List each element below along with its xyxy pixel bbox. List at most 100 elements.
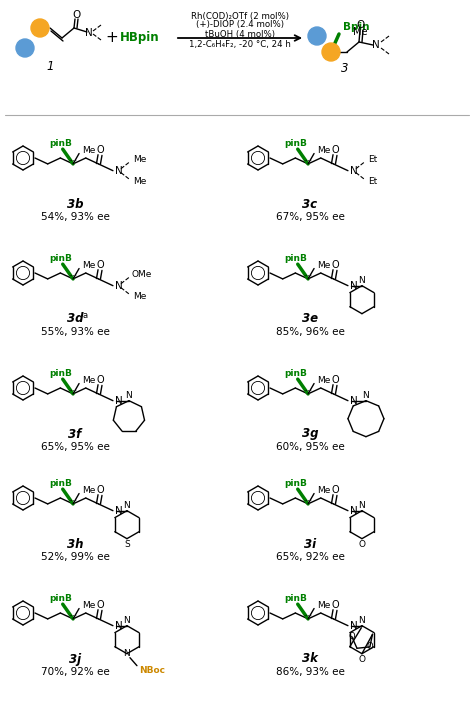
Text: Me: Me — [133, 155, 146, 164]
Text: Me: Me — [353, 27, 367, 37]
Text: O: O — [358, 540, 365, 549]
Text: Me: Me — [317, 146, 330, 155]
Text: N: N — [363, 390, 369, 400]
Text: pinB: pinB — [49, 369, 72, 378]
Text: 1,2-C₆H₄F₂, -20 °C, 24 h: 1,2-C₆H₄F₂, -20 °C, 24 h — [189, 41, 291, 50]
Text: N: N — [350, 395, 358, 406]
Text: a: a — [82, 311, 88, 320]
Text: (+)-DIOP (2.4 mol%): (+)-DIOP (2.4 mol%) — [196, 20, 284, 29]
Text: O: O — [331, 485, 339, 495]
Text: HBpin: HBpin — [120, 32, 160, 44]
Text: O: O — [331, 145, 339, 155]
Text: 3j: 3j — [69, 653, 81, 665]
Text: ···: ··· — [327, 44, 334, 53]
Text: Me: Me — [133, 292, 146, 301]
Text: Me: Me — [82, 486, 95, 495]
Text: ····: ···· — [303, 158, 312, 164]
Text: O: O — [348, 632, 355, 641]
Text: 3k: 3k — [302, 653, 318, 665]
Text: O: O — [331, 375, 339, 385]
Text: ····: ···· — [69, 158, 78, 164]
Text: N: N — [115, 280, 123, 291]
Text: N: N — [126, 390, 132, 400]
Text: O: O — [358, 655, 365, 664]
Text: 60%, 95% ee: 60%, 95% ee — [275, 442, 345, 452]
Text: 3b: 3b — [67, 198, 83, 210]
Text: 3: 3 — [341, 62, 349, 74]
Text: pinB: pinB — [284, 479, 307, 488]
Text: ····: ···· — [69, 273, 78, 279]
Text: Et: Et — [368, 177, 377, 186]
Text: Me: Me — [317, 376, 330, 385]
Text: O: O — [96, 375, 104, 385]
Text: O: O — [96, 260, 104, 270]
Text: 85%, 96% ee: 85%, 96% ee — [275, 327, 345, 337]
Text: 3f: 3f — [68, 428, 82, 440]
Text: Me: Me — [82, 146, 95, 155]
Text: 3d: 3d — [67, 313, 83, 325]
Text: +: + — [106, 31, 118, 46]
Circle shape — [16, 39, 34, 57]
Text: ····: ···· — [69, 388, 78, 394]
Text: N: N — [115, 165, 123, 176]
Text: pinB: pinB — [49, 254, 72, 263]
Text: O: O — [331, 260, 339, 270]
Circle shape — [31, 19, 49, 37]
Text: pinB: pinB — [284, 594, 307, 603]
Text: pinB: pinB — [49, 139, 72, 148]
Text: ····: ···· — [69, 498, 78, 504]
Text: 1: 1 — [46, 60, 54, 72]
Text: pinB: pinB — [284, 369, 307, 378]
Text: Me: Me — [82, 376, 95, 385]
Text: O: O — [73, 10, 81, 20]
Text: N: N — [350, 280, 358, 291]
Text: 65%, 95% ee: 65%, 95% ee — [41, 442, 109, 452]
Text: N: N — [124, 501, 130, 510]
Text: Me: Me — [317, 486, 330, 495]
Text: 54%, 93% ee: 54%, 93% ee — [41, 212, 109, 222]
Text: N: N — [358, 275, 365, 285]
Text: Me: Me — [133, 177, 146, 186]
Text: O: O — [357, 20, 365, 30]
Text: 3c: 3c — [302, 198, 318, 210]
Text: Bpin: Bpin — [343, 22, 370, 32]
Text: 67%, 95% ee: 67%, 95% ee — [275, 212, 345, 222]
Text: 70%, 92% ee: 70%, 92% ee — [41, 667, 109, 677]
Text: OMe: OMe — [132, 270, 152, 279]
Text: ····: ···· — [303, 613, 312, 619]
Text: ····: ···· — [69, 613, 78, 619]
Text: N: N — [124, 615, 130, 625]
Text: Et: Et — [368, 155, 377, 164]
Text: N: N — [115, 620, 123, 631]
Text: pinB: pinB — [284, 139, 307, 148]
Text: 3i: 3i — [304, 538, 316, 550]
Text: pinB: pinB — [49, 479, 72, 488]
Text: N: N — [350, 505, 358, 516]
Text: 3h: 3h — [67, 538, 83, 550]
Text: ····: ···· — [303, 388, 312, 394]
Text: Me: Me — [82, 261, 95, 270]
Text: N: N — [350, 620, 358, 631]
Text: NBoc: NBoc — [139, 666, 165, 675]
Text: O: O — [96, 145, 104, 155]
Text: N: N — [372, 40, 380, 50]
Text: O: O — [96, 485, 104, 495]
Text: ····: ···· — [303, 498, 312, 504]
Text: N: N — [124, 649, 130, 658]
Text: 3g: 3g — [302, 428, 318, 440]
Text: O: O — [96, 600, 104, 610]
Text: Rh(COD)₂OTf (2 mol%): Rh(COD)₂OTf (2 mol%) — [191, 11, 289, 20]
Text: O: O — [366, 642, 373, 651]
Text: N: N — [358, 615, 365, 625]
Text: S: S — [124, 540, 130, 549]
Text: pinB: pinB — [49, 594, 72, 603]
Text: Me: Me — [317, 601, 330, 610]
Text: ····: ···· — [303, 273, 312, 279]
Circle shape — [322, 43, 340, 61]
Text: 52%, 99% ee: 52%, 99% ee — [41, 552, 109, 562]
Text: 86%, 93% ee: 86%, 93% ee — [275, 667, 345, 677]
Text: N: N — [115, 505, 123, 516]
Text: 55%, 93% ee: 55%, 93% ee — [41, 327, 109, 337]
Text: 3e: 3e — [302, 313, 318, 325]
Text: N: N — [85, 28, 93, 38]
